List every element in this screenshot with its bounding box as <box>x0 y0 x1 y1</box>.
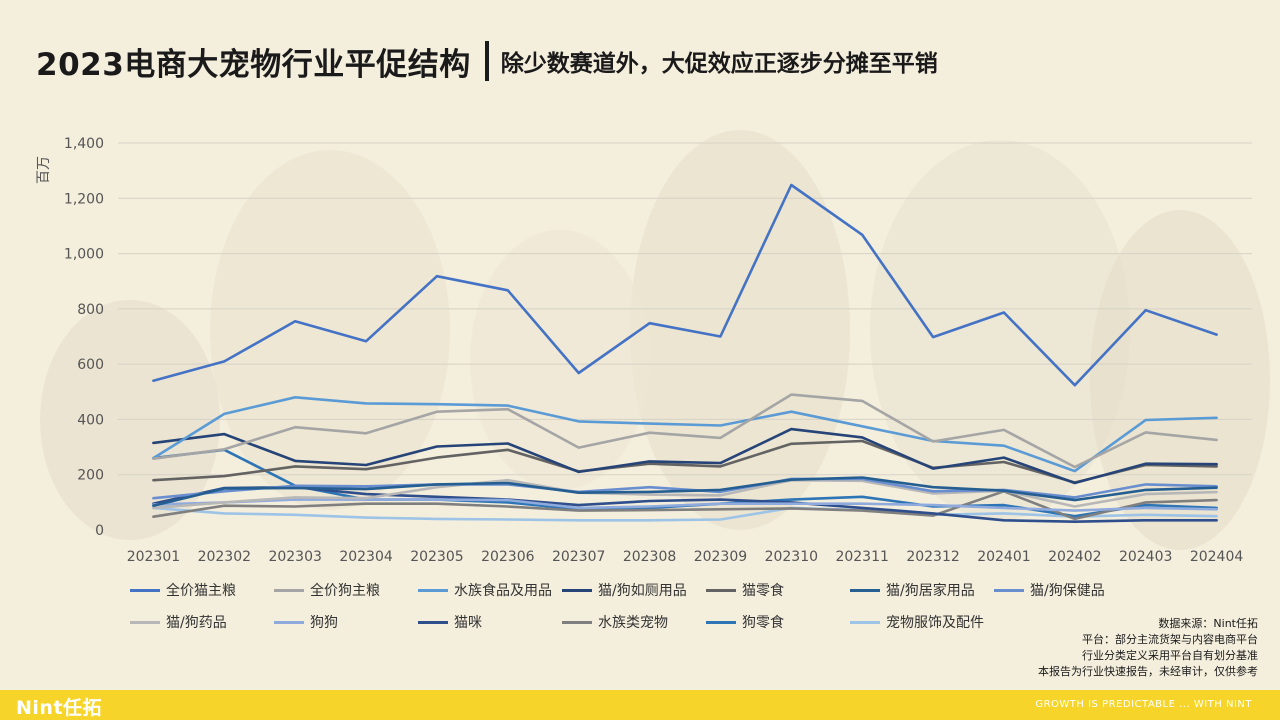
page-title: 2023电商大宠物行业平促结构 <box>36 46 471 83</box>
series-line <box>152 485 1218 524</box>
legend-item: 猫/狗保健品 <box>994 580 1138 600</box>
legend-item: 水族类宠物 <box>562 612 706 632</box>
legend-swatch <box>850 588 880 592</box>
legend-label: 水族食品及用品 <box>454 583 552 599</box>
legend-swatch <box>274 588 304 592</box>
legend-label: 猫/狗居家用品 <box>886 583 975 599</box>
legend-label: 猫/狗如厕用品 <box>598 583 687 599</box>
legend-label: 猫/狗保健品 <box>1030 583 1105 599</box>
y-tick-label: 200 <box>77 468 104 484</box>
legend-swatch <box>418 620 448 624</box>
legend-label: 全价猫主粮 <box>166 583 236 599</box>
source-note: 数据来源：Nint任拓 平台：部分主流货架与内容电商平台 行业分类定义采用平台自… <box>1038 616 1258 680</box>
definition-line: 行业分类定义采用平台自有划分基准 <box>1082 649 1258 662</box>
series-line <box>152 476 1218 508</box>
legend-swatch <box>706 620 736 624</box>
legend-swatch <box>706 588 736 592</box>
x-tick-label: 202303 <box>268 549 321 565</box>
legend-item: 水族食品及用品 <box>418 580 562 600</box>
legend-label: 猫咪 <box>454 615 482 631</box>
footer-bar: Nint任拓 GROWTH IS PREDICTABLE ... WITH NI… <box>0 690 1280 720</box>
footer-tagline: GROWTH IS PREDICTABLE ... WITH NINT <box>1035 699 1252 710</box>
legend-label: 水族类宠物 <box>598 615 668 631</box>
legend-item: 全价猫主粮 <box>130 580 274 600</box>
series-line <box>152 498 1218 512</box>
series-line <box>152 439 1218 484</box>
legend-item: 猫零食 <box>706 580 850 600</box>
line-chart: 0 200 400 600 800 1,000 1,200 1,400 百万 202301 2023… <box>36 136 1252 565</box>
x-tick-label: 202402 <box>1048 549 1101 565</box>
x-tick-label: 202310 <box>765 549 818 565</box>
nint-logo: Nint任拓 <box>16 697 103 719</box>
legend-item: 狗零食 <box>706 612 850 632</box>
legend-label: 猫/狗药品 <box>166 615 227 631</box>
legend-swatch <box>994 588 1024 592</box>
series-line <box>152 477 1218 500</box>
legend-label: 宠物服饰及配件 <box>886 615 984 631</box>
x-tick-label: 202305 <box>410 549 463 565</box>
y-tick-label: 800 <box>77 302 104 318</box>
y-tick-label: 600 <box>77 357 104 373</box>
legend-item: 猫/狗药品 <box>130 612 274 632</box>
legend-label: 狗狗 <box>310 615 338 631</box>
legend-swatch <box>130 588 160 592</box>
legend-item: 狗狗 <box>274 612 418 632</box>
series-line <box>152 393 1218 469</box>
x-tick-label: 202312 <box>906 549 959 565</box>
legend-item: 猫/狗居家用品 <box>850 580 994 600</box>
disclaimer-line: 本报告为行业快速报告，未经审计，仅供参考 <box>1038 665 1258 678</box>
legend-swatch <box>562 588 592 592</box>
series-line <box>152 489 1218 521</box>
series-line <box>152 395 1218 473</box>
x-tick-label: 202401 <box>977 549 1030 565</box>
legend-label: 猫零食 <box>742 583 784 599</box>
chart-legend: 全价猫主粮 全价狗主粮 水族食品及用品 猫/狗如厕用品 猫零食 猫/狗居家用品 猫/狗保健品… <box>130 580 1105 632</box>
page-subtitle: 除少数赛道外，大促效应正逐步分摊至平销 <box>500 51 938 77</box>
legend-item: 宠物服饰及配件 <box>850 612 994 632</box>
legend-swatch <box>130 620 160 624</box>
x-tick-label: 202304 <box>339 549 393 565</box>
legend-swatch <box>274 620 304 624</box>
legend-item: 猫咪 <box>418 612 562 632</box>
y-tick-label: 400 <box>77 412 104 428</box>
title-separator <box>484 41 489 81</box>
title-row: 2023电商大宠物行业平促结构 除少数赛道外，大促效应正逐步分摊至平销 <box>36 36 938 86</box>
platform-line: 平台：部分主流货架与内容电商平台 <box>1082 633 1258 646</box>
x-tick-label: 202307 <box>552 549 605 565</box>
series-line <box>152 506 1218 522</box>
legend-swatch <box>562 620 592 624</box>
y-tick-label: 1,400 <box>64 136 104 152</box>
legend-swatch <box>418 588 448 592</box>
x-tick-label: 202309 <box>694 549 747 565</box>
series-line <box>152 427 1218 485</box>
legend-label: 狗零食 <box>742 615 784 631</box>
x-tick-label: 202311 <box>835 549 888 565</box>
y-tick-label: 0 <box>95 523 104 539</box>
source-line: 数据来源：Nint任拓 <box>1158 617 1258 630</box>
y-tick-label: 1,000 <box>64 247 104 263</box>
legend-item: 猫/狗如厕用品 <box>562 580 706 600</box>
x-tick-label: 202302 <box>198 549 251 565</box>
x-tick-label: 202306 <box>481 549 535 565</box>
legend-label: 全价狗主粮 <box>310 583 380 599</box>
legend-item: 全价狗主粮 <box>274 580 418 600</box>
x-tick-label: 202403 <box>1119 549 1172 565</box>
y-axis-label: 百万 <box>36 156 52 184</box>
series-line <box>152 478 1218 510</box>
y-tick-label: 1,200 <box>64 191 104 207</box>
series-line <box>152 183 1218 387</box>
x-tick-label: 202308 <box>623 549 676 565</box>
x-tick-label: 202404 <box>1190 549 1244 565</box>
x-tick-label: 202301 <box>127 549 180 565</box>
legend-swatch <box>850 620 880 624</box>
